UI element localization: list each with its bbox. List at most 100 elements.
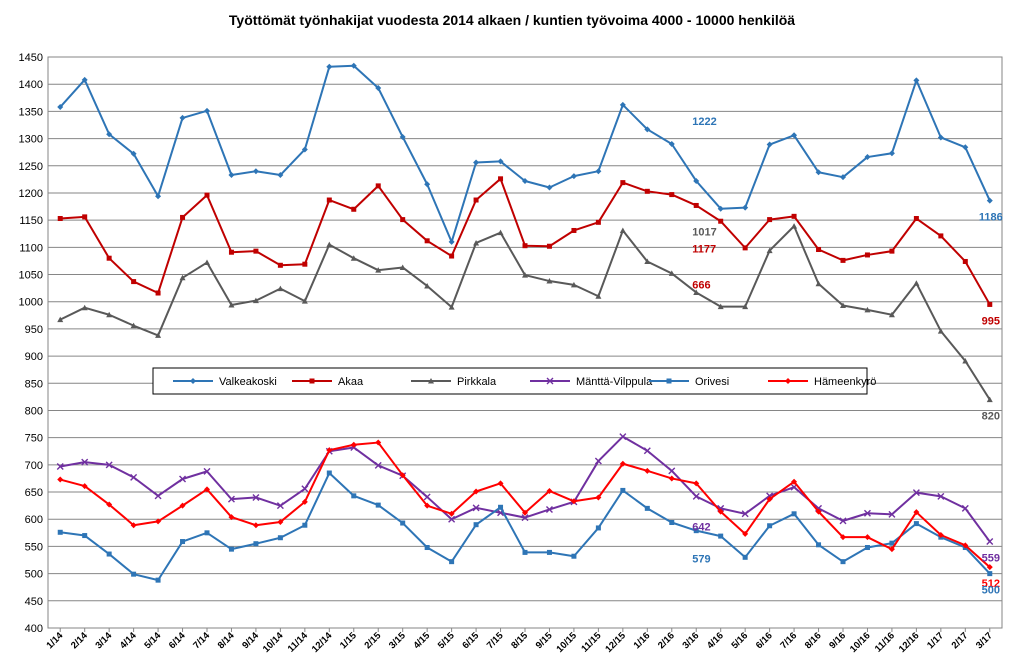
y-tick-label: 1050 xyxy=(19,270,43,282)
data-point xyxy=(594,457,602,465)
y-tick-label: 1350 xyxy=(19,106,43,118)
data-point xyxy=(252,522,259,529)
x-tick-label: 7/16 xyxy=(778,630,799,651)
data-point xyxy=(668,475,675,482)
data-point xyxy=(448,510,455,517)
data-point xyxy=(497,158,504,165)
data-point xyxy=(190,378,196,384)
data-point xyxy=(424,238,430,244)
data-point xyxy=(913,216,919,222)
data-point xyxy=(179,274,186,281)
data-point xyxy=(424,502,431,509)
data-point xyxy=(428,378,434,384)
data-point xyxy=(570,173,577,180)
data-point xyxy=(179,114,186,121)
series-akaa xyxy=(57,176,993,307)
x-tick-label: 10/14 xyxy=(261,630,286,655)
data-label: 559 xyxy=(982,553,1000,565)
data-point xyxy=(913,521,919,527)
data-point xyxy=(888,150,895,157)
legend-item-orivesi: Orivesi xyxy=(649,376,729,388)
data-point xyxy=(375,84,382,91)
data-point xyxy=(204,259,210,266)
x-tick-label: 12/15 xyxy=(603,630,628,655)
legend-item-akaa: Akaa xyxy=(292,376,364,388)
legend-label: Pirkkala xyxy=(457,376,497,388)
data-point xyxy=(889,540,895,546)
data-point xyxy=(595,494,602,501)
data-point xyxy=(692,492,700,500)
data-point xyxy=(546,278,553,284)
data-point xyxy=(227,495,235,503)
y-tick-label: 1400 xyxy=(19,79,43,91)
data-point xyxy=(424,181,431,188)
x-tick-label: 8/16 xyxy=(803,630,824,651)
data-point xyxy=(595,525,601,531)
data-point xyxy=(252,493,260,501)
data-point xyxy=(351,206,357,212)
data-point xyxy=(742,245,748,251)
data-point xyxy=(840,534,846,541)
data-point xyxy=(693,528,699,534)
data-point xyxy=(791,223,798,229)
data-point xyxy=(301,498,308,505)
data-point xyxy=(106,551,112,557)
series-layer xyxy=(56,62,994,583)
data-point xyxy=(888,311,895,318)
series-line xyxy=(60,472,991,582)
data-point xyxy=(130,522,137,529)
data-point xyxy=(987,301,993,307)
data-point xyxy=(742,554,748,560)
data-point xyxy=(179,502,186,509)
data-point xyxy=(839,517,847,525)
data-point xyxy=(864,306,871,313)
data-point xyxy=(816,247,822,253)
data-point xyxy=(326,197,332,203)
data-point xyxy=(791,478,798,485)
data-label: 995 xyxy=(982,315,1000,327)
x-tick-label: 4/14 xyxy=(118,630,139,651)
data-point xyxy=(301,298,308,304)
x-tick-label: 7/14 xyxy=(191,630,212,651)
data-point xyxy=(326,241,333,248)
data-point xyxy=(938,233,944,239)
data-point xyxy=(718,533,724,539)
data-point xyxy=(155,193,162,200)
y-tick-label: 550 xyxy=(25,541,43,553)
x-tick-label: 1/15 xyxy=(338,630,359,651)
data-point xyxy=(57,476,64,483)
data-point xyxy=(522,243,528,249)
legend: Valkeakoski Akaa Pirkkala Mänttä-Vilppula Or… xyxy=(152,367,876,395)
data-point xyxy=(301,485,309,493)
data-point xyxy=(815,508,822,515)
data-point xyxy=(987,571,993,577)
data-point xyxy=(498,176,504,182)
data-point xyxy=(937,328,944,334)
x-tick-label: 11/15 xyxy=(579,630,604,655)
data-point xyxy=(424,545,430,551)
data-point xyxy=(472,504,480,512)
data-point xyxy=(864,154,871,161)
y-tick-label: 950 xyxy=(25,324,43,336)
data-point xyxy=(204,486,210,493)
y-tick-label: 450 xyxy=(25,596,43,608)
y-axis: 400 450 500 550 600 650 700 750 800 850 900 950 1000… xyxy=(19,52,43,635)
data-point xyxy=(644,467,651,474)
data-point xyxy=(449,253,455,259)
x-tick-label: 8/14 xyxy=(216,630,237,651)
plot-area xyxy=(47,56,1003,629)
data-point xyxy=(375,267,382,273)
data-point xyxy=(693,202,699,208)
x-tick-label: 4/16 xyxy=(705,630,726,651)
data-point xyxy=(56,462,64,470)
x-tick-label: 12/14 xyxy=(310,630,335,655)
data-point xyxy=(644,505,650,511)
data-point xyxy=(644,126,651,133)
x-tick-label: 1/17 xyxy=(925,630,946,651)
data-point xyxy=(180,539,186,545)
data-point xyxy=(666,378,672,384)
data-point xyxy=(399,472,406,479)
data-point xyxy=(473,522,479,528)
x-tick-label: 11/14 xyxy=(286,630,311,655)
x-tick-label: 6/16 xyxy=(754,630,775,651)
